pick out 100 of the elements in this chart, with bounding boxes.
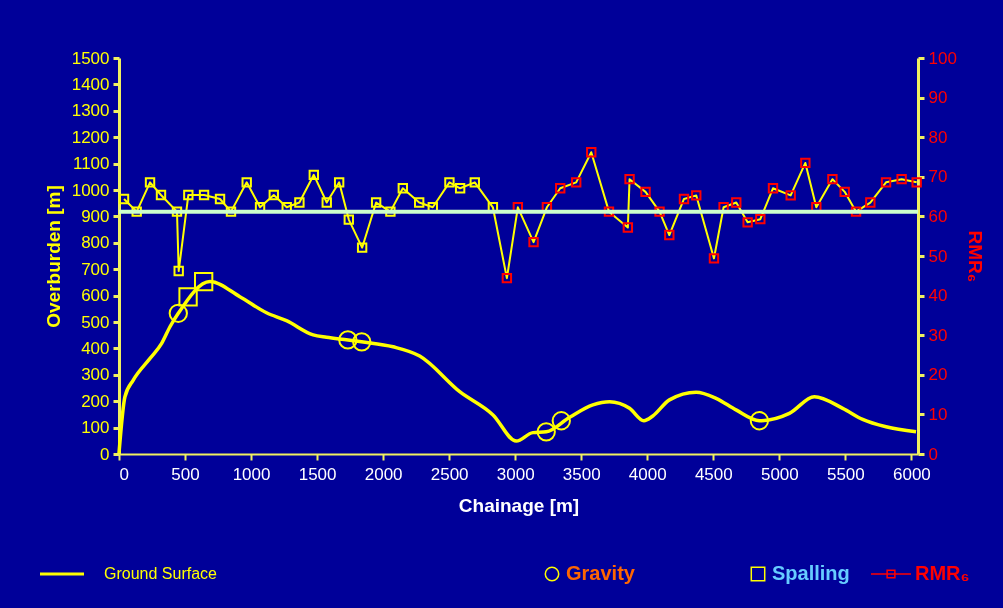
point: [454, 183, 466, 194]
point: [294, 197, 305, 208]
x-tick-label: 500: [171, 464, 200, 484]
y-tick-label: 500: [81, 312, 110, 332]
y-tick-label: 1300: [71, 101, 110, 121]
point: [586, 147, 597, 158]
y2-tick-label: 10: [928, 404, 948, 424]
point: [536, 422, 556, 442]
y2-tick-label: 20: [928, 365, 948, 385]
point: [385, 206, 396, 217]
y-tick-label: 1100: [72, 154, 110, 174]
y2-tick-label: 90: [928, 88, 948, 108]
x-tick-label: 1000: [232, 464, 271, 484]
point: [555, 183, 566, 194]
point: [225, 206, 237, 217]
point: [444, 177, 455, 188]
point: [911, 177, 922, 188]
point: [414, 197, 425, 208]
point: [469, 177, 480, 188]
point: [268, 189, 279, 201]
point: [767, 183, 779, 194]
point: [678, 193, 690, 205]
y-tick-label: 200: [81, 391, 110, 411]
y2-tick-label: 70: [928, 167, 948, 187]
y2-tick-label: 100: [928, 48, 957, 68]
y-tick-label: 1500: [71, 48, 110, 68]
point: [622, 222, 634, 233]
point: [624, 173, 635, 185]
x-tick-label: 5500: [826, 464, 865, 484]
point: [785, 190, 796, 201]
point: [551, 411, 571, 431]
point: [370, 197, 382, 208]
y-tick-label: 300: [81, 365, 110, 385]
point: [155, 189, 167, 201]
point: [865, 197, 876, 208]
point: [118, 193, 130, 205]
point: [343, 214, 354, 225]
point: [654, 206, 665, 217]
point: [171, 206, 183, 217]
point: [178, 287, 198, 307]
point: [749, 411, 770, 431]
y2-tick-label: 80: [928, 127, 948, 147]
legend-label: Spalling: [772, 562, 850, 584]
point: [131, 206, 142, 217]
y-axis-title: Overburden [m]: [42, 185, 64, 328]
y-tick-label: 1400: [71, 74, 110, 94]
point: [708, 253, 720, 264]
legend-label: RMR₆: [915, 562, 970, 584]
x-tick-label: 5000: [760, 464, 799, 484]
y-tick-label: 0: [100, 444, 110, 464]
point: [183, 189, 194, 201]
x-tick-label: 1500: [298, 464, 337, 484]
point: [896, 173, 907, 185]
point: [571, 177, 582, 188]
y2-axis-title: RMR₆: [964, 230, 986, 283]
legend-label: Ground Surface: [104, 565, 218, 582]
point: [173, 265, 184, 277]
y-tick-label: 900: [81, 206, 110, 226]
x-tick-label: 0: [119, 464, 129, 484]
y-tick-label: 1000: [71, 180, 110, 200]
y2-tick-label: 0: [928, 444, 938, 464]
x-tick-label: 3500: [562, 464, 601, 484]
point: [839, 186, 850, 198]
point: [308, 169, 319, 180]
point: [214, 193, 226, 205]
point: [241, 177, 252, 188]
y-tick-label: 600: [81, 286, 110, 306]
point: [397, 183, 408, 194]
point: [144, 177, 156, 188]
point: [664, 229, 675, 241]
y2-tick-label: 50: [928, 246, 948, 266]
x-tick-label: 3000: [496, 464, 535, 484]
y2-tick-label: 30: [928, 325, 948, 345]
point: [356, 242, 368, 253]
point: [640, 186, 651, 198]
point: [691, 190, 702, 201]
point: [850, 206, 862, 217]
point: [603, 206, 615, 217]
y-tick-label: 400: [81, 338, 110, 358]
x-tick-label: 2000: [364, 464, 403, 484]
point: [755, 213, 766, 225]
point: [731, 197, 742, 208]
point: [800, 157, 811, 169]
point: [333, 177, 345, 188]
point: [827, 173, 838, 185]
x-tick-label: 4500: [694, 464, 733, 484]
point: [193, 271, 214, 292]
y-tick-label: 800: [81, 233, 110, 253]
point: [321, 197, 332, 208]
point: [880, 177, 892, 188]
point: [528, 236, 539, 248]
point: [501, 272, 513, 284]
point: [338, 330, 358, 350]
x-tick-label: 4000: [628, 464, 667, 484]
x-tick-label: 6000: [892, 464, 931, 484]
point: [352, 332, 372, 352]
y2-tick-label: 40: [928, 286, 948, 306]
y-tick-label: 100: [81, 418, 110, 438]
x-axis-title: Chainage [m]: [458, 494, 580, 516]
point: [168, 303, 188, 323]
